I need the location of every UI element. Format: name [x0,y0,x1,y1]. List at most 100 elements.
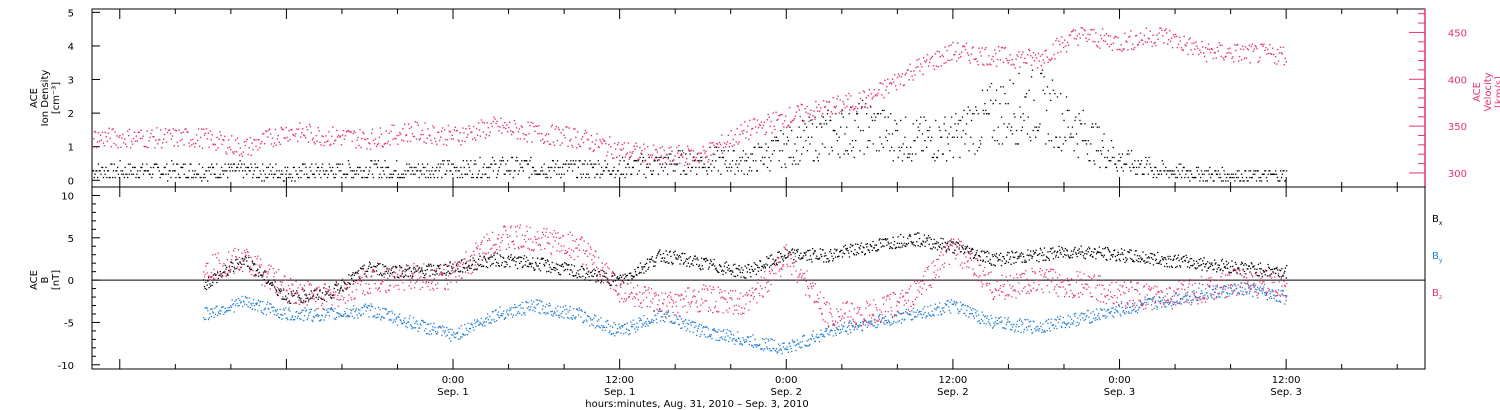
bx-point [217,277,219,280]
velocity-point [377,142,380,145]
density-point [282,180,285,182]
velocity-point [1064,39,1066,41]
bx-point [769,255,771,257]
velocity-point [1121,50,1123,52]
density-point [457,170,459,172]
density-point [1079,119,1081,122]
density-point [537,173,539,175]
velocity-point [1192,53,1194,55]
density-point [912,123,914,125]
bx-point [1218,266,1220,269]
by-point [410,325,412,327]
bx-point [733,275,735,277]
bx-point [1053,251,1055,253]
by-point [447,329,449,331]
density-point [1058,146,1060,148]
density-point [1110,140,1113,142]
bx-point [418,267,420,269]
bx-point [1156,262,1158,264]
velocity-point [990,64,992,66]
density-point [416,170,418,172]
density-point [178,176,180,179]
by-point [595,315,597,317]
bx-point [928,243,930,245]
density-point [1035,126,1038,128]
density-point [1122,170,1124,172]
velocity-point [380,133,383,135]
density-point [1041,69,1044,71]
velocity-point [714,153,716,156]
velocity-point [1097,46,1099,48]
velocity-point [145,146,147,148]
velocity-point [1048,58,1050,61]
velocity-point [325,135,327,137]
velocity-point [718,141,721,144]
by-point [469,327,471,330]
bx-point [311,297,313,300]
bx-point [1071,256,1073,259]
by-point [280,314,283,316]
bx-point [1001,260,1003,262]
by-point [292,319,294,321]
density-point [1110,160,1112,162]
bx-point [1036,254,1039,256]
density-point [806,126,808,128]
bx-point [926,239,928,241]
density-point [831,146,833,148]
velocity-point [609,136,611,138]
bx-point [986,250,989,252]
bx-point [1131,258,1133,261]
density-point [810,119,812,122]
bx-point [601,269,603,271]
velocity-point [656,151,659,153]
velocity-point [160,129,162,131]
density-point [571,170,574,172]
bx-point [625,274,628,277]
density-point [772,140,774,142]
velocity-point [1285,61,1287,63]
by-point [608,332,610,334]
bx-point [416,265,419,267]
by-point [251,304,253,306]
right-tick-label: 450 [1448,28,1467,39]
bx-point [212,281,214,283]
bx-point [924,245,926,247]
density-point [295,170,297,172]
velocity-point [432,125,434,127]
density-point [283,180,285,182]
bx-point [410,275,412,277]
bx-point [469,267,471,269]
velocity-point [1271,53,1273,55]
density-point [455,170,457,172]
bx-point [411,277,413,279]
density-point [708,166,710,169]
velocity-point [453,129,455,131]
density-point [1094,163,1096,165]
density-point [257,166,259,169]
velocity-point [205,128,208,130]
velocity-point [464,140,466,143]
bx-point [1078,248,1080,250]
by-point [671,322,673,324]
velocity-point [692,150,695,152]
bx-point [824,252,826,254]
density-point [802,146,804,148]
by-point [420,324,422,327]
velocity-point [109,137,111,140]
bx-point [1027,249,1029,251]
density-point [1107,150,1109,152]
density-point [622,173,624,175]
density-point [216,163,218,165]
bx-point [756,264,758,266]
density-point [1060,93,1062,95]
by-point [639,320,641,322]
by-point [599,327,601,329]
bx-point [1246,268,1248,270]
density-point [316,166,319,169]
velocity-point [1061,36,1063,38]
density-point [1279,180,1281,182]
bx-point [817,258,819,260]
velocity-point [250,154,252,156]
by-point [658,310,660,312]
by-point [255,303,258,306]
